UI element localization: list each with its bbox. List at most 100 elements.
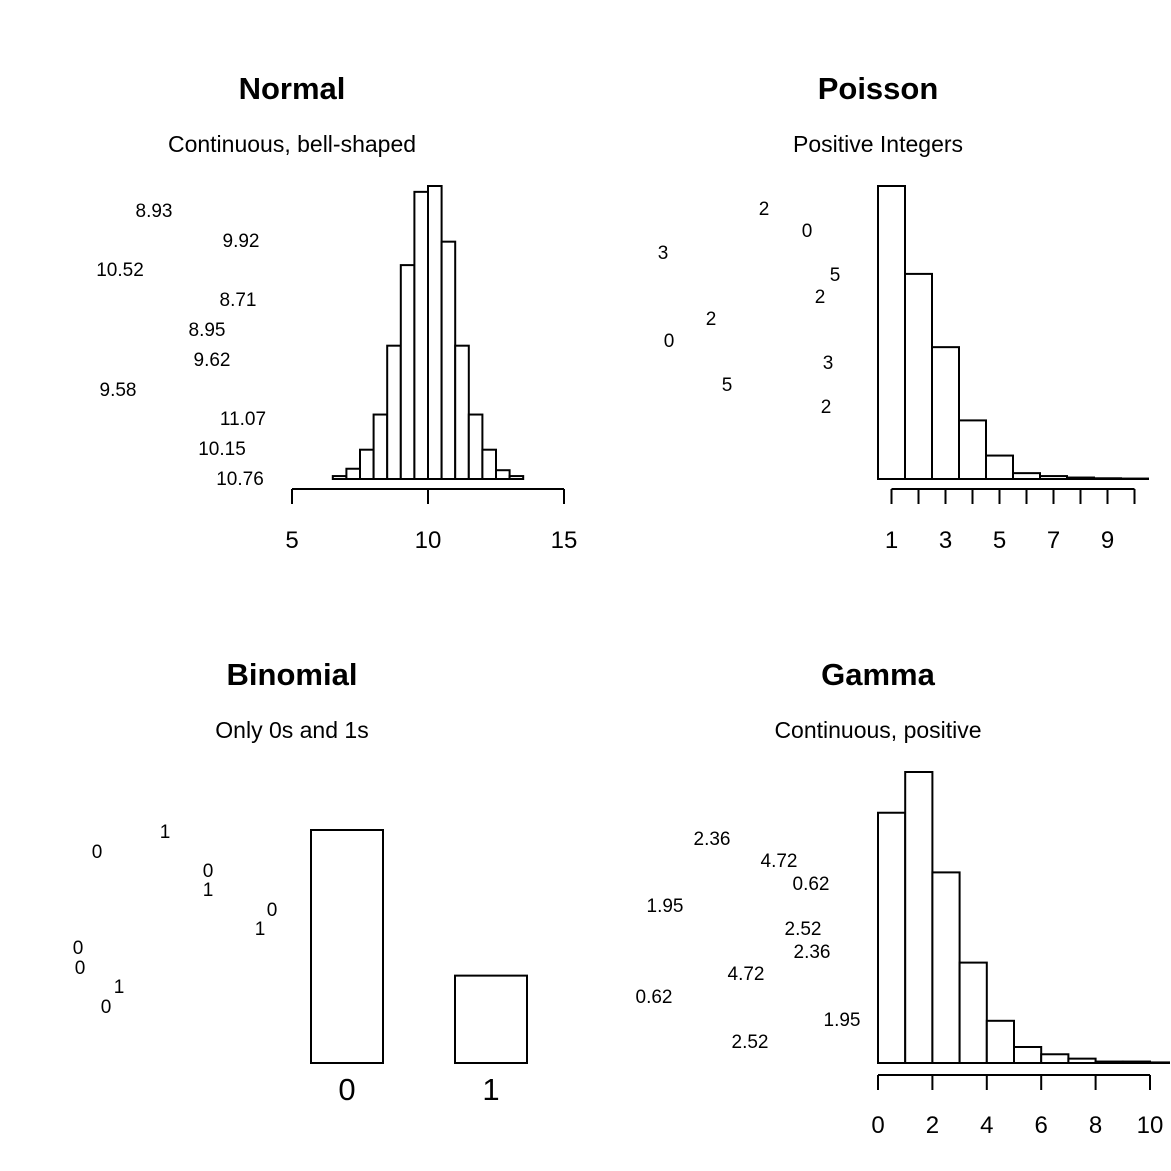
sample-value-label: 9.92: [223, 231, 260, 252]
x-tick-label: 6: [1035, 1112, 1048, 1139]
x-tick-label: 1: [885, 527, 898, 554]
histogram-bar: [877, 185, 906, 480]
sample-value-label: 10.52: [96, 260, 144, 281]
histogram-bar: [985, 1019, 1015, 1064]
histogram-bar: [454, 344, 470, 480]
histogram-bar: [877, 811, 907, 1064]
bar: [454, 974, 528, 1064]
histogram-bar: [399, 264, 416, 480]
histogram-bar: [1067, 1057, 1097, 1065]
normal-x-axis: 5 10 15: [285, 488, 578, 554]
x-tick-label: 5: [285, 527, 298, 554]
sample-value-label: 1.95: [647, 896, 684, 917]
normal-panel: Normal Continuous, bell-shaped 8.93 9.92 1…: [96, 71, 577, 554]
x-tick-label: 9: [1101, 527, 1114, 554]
histogram-bar: [1066, 476, 1095, 481]
poisson-subtitle: Positive Integers: [793, 131, 963, 157]
normal-subtitle: Continuous, bell-shaped: [168, 131, 416, 157]
sample-value-label: 4.72: [728, 964, 765, 985]
sample-value-label: 2: [815, 287, 826, 308]
histogram-bar: [359, 448, 375, 481]
sample-value-label: 1.95: [824, 1010, 861, 1031]
gamma-subtitle: Continuous, positive: [774, 717, 981, 743]
gamma-title: Gamma: [821, 657, 935, 692]
sample-value-label: 0: [73, 938, 84, 959]
histogram-bar: [1013, 1045, 1043, 1064]
histogram-bar: [345, 467, 361, 480]
histogram-bar: [1149, 1061, 1170, 1064]
sample-value-label: 8.95: [189, 320, 226, 341]
bar: [310, 829, 384, 1064]
histogram-bar: [904, 272, 933, 480]
histogram-bar: [427, 185, 443, 480]
x-tick-label: 4: [980, 1112, 993, 1139]
gamma-panel: Gamma Continuous, positive 2.36 4.72 0.62 1…: [636, 657, 1170, 1139]
x-tick-label: 10: [1137, 1112, 1164, 1139]
histogram-bar: [1012, 472, 1041, 481]
x-tick-label: 5: [993, 527, 1006, 554]
binomial-bars: [310, 829, 528, 1064]
sample-value-label: 1: [160, 822, 171, 843]
x-tick-label: 2: [926, 1112, 939, 1139]
histogram-bar: [931, 871, 961, 1065]
sample-value-label: 0: [267, 900, 278, 921]
histogram-bar: [413, 190, 429, 481]
sample-value-label: 9.58: [100, 380, 137, 401]
histogram-bar: [958, 419, 987, 480]
sample-value-label: 4.72: [761, 851, 798, 872]
category-label: 1: [482, 1072, 499, 1107]
sample-value-label: 2: [821, 397, 832, 418]
normal-sample-values: 8.93 9.92 10.52 8.71 8.95 9.62 9.58 11.07 10.15 1…: [96, 201, 266, 490]
x-tick-label: 0: [871, 1112, 884, 1139]
x-tick-label: 8: [1089, 1112, 1102, 1139]
sample-value-label: 8.93: [136, 201, 173, 222]
sample-value-label: 11.07: [220, 409, 266, 430]
sample-value-label: 1: [255, 919, 266, 940]
gamma-x-axis: 0 2 4 6 8 10: [871, 1074, 1164, 1139]
histogram-bar: [1094, 1060, 1124, 1065]
histogram-bar: [1093, 477, 1122, 480]
sample-value-label: 2: [706, 309, 717, 330]
sample-value-label: 10.76: [216, 469, 264, 490]
sample-value-label: 0.62: [636, 987, 673, 1008]
sample-value-label: 0: [664, 331, 675, 352]
poisson-title: Poisson: [818, 71, 939, 106]
x-tick-label: 15: [551, 527, 578, 554]
sample-value-label: 0: [203, 861, 214, 882]
histogram-bar: [1039, 475, 1068, 481]
poisson-x-axis: 1 3 5 7 9: [885, 488, 1136, 554]
histogram-bar: [481, 448, 497, 481]
sample-value-label: 5: [722, 375, 733, 396]
histogram-bar: [440, 240, 457, 480]
x-tick-label: 7: [1047, 527, 1060, 554]
sample-value-label: 2.52: [732, 1032, 769, 1053]
category-label: 0: [338, 1072, 355, 1107]
binomial-subtitle: Only 0s and 1s: [215, 717, 368, 743]
sample-value-label: 10.15: [198, 439, 246, 460]
histogram-bar: [386, 344, 402, 480]
sample-value-label: 2: [759, 199, 770, 220]
sample-value-label: 8.71: [220, 290, 257, 311]
sample-value-label: 0: [802, 221, 813, 242]
x-tick-label: 10: [415, 527, 442, 554]
binomial-title: Binomial: [227, 657, 358, 692]
sample-value-label: 9.62: [194, 350, 231, 371]
gamma-sample-values: 2.364.720.621.952.522.364.720.621.952.52: [636, 829, 861, 1053]
sample-value-label: 0: [101, 997, 112, 1018]
sample-value-label: 3: [658, 243, 669, 264]
normal-title: Normal: [239, 71, 346, 106]
histogram-bar: [958, 961, 988, 1064]
sample-value-label: 2.36: [694, 829, 731, 850]
sample-value-label: 5: [830, 265, 841, 286]
sample-value-label: 0: [75, 958, 86, 979]
histogram-bar: [372, 413, 389, 481]
sample-value-label: 2.36: [794, 942, 831, 963]
histogram-bar: [1121, 1060, 1152, 1065]
histogram-bar: [931, 346, 960, 480]
histogram-bar: [508, 475, 525, 481]
